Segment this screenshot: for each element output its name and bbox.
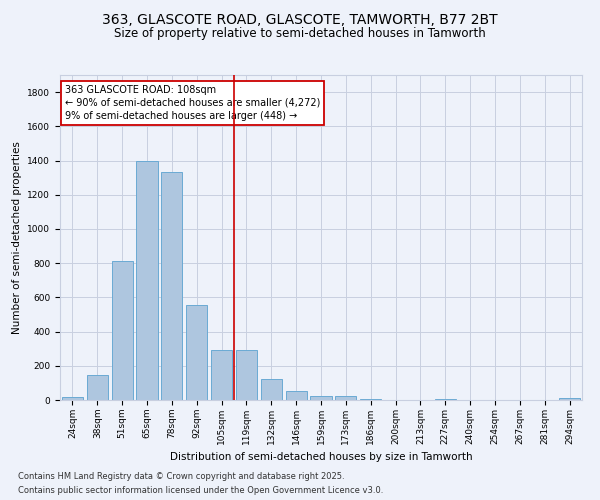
Bar [161, 172, 182, 400]
Bar [211, 350, 232, 400]
Bar [559, 398, 580, 400]
Bar [310, 396, 332, 400]
Bar [186, 305, 207, 400]
Bar [286, 392, 307, 400]
Y-axis label: Number of semi-detached properties: Number of semi-detached properties [12, 141, 22, 334]
Bar [236, 350, 257, 400]
Bar [435, 399, 456, 400]
Bar [62, 396, 83, 400]
Bar [87, 375, 108, 400]
Text: 363, GLASCOTE ROAD, GLASCOTE, TAMWORTH, B77 2BT: 363, GLASCOTE ROAD, GLASCOTE, TAMWORTH, … [102, 12, 498, 26]
Text: 363 GLASCOTE ROAD: 108sqm
← 90% of semi-detached houses are smaller (4,272)
9% o: 363 GLASCOTE ROAD: 108sqm ← 90% of semi-… [65, 84, 320, 121]
Text: Contains HM Land Registry data © Crown copyright and database right 2025.: Contains HM Land Registry data © Crown c… [18, 472, 344, 481]
Bar [112, 262, 133, 400]
Text: Contains public sector information licensed under the Open Government Licence v3: Contains public sector information licen… [18, 486, 383, 495]
Bar [335, 396, 356, 400]
X-axis label: Distribution of semi-detached houses by size in Tamworth: Distribution of semi-detached houses by … [170, 452, 472, 462]
Bar [261, 380, 282, 400]
Bar [136, 160, 158, 400]
Bar [360, 399, 381, 400]
Text: Size of property relative to semi-detached houses in Tamworth: Size of property relative to semi-detach… [114, 28, 486, 40]
